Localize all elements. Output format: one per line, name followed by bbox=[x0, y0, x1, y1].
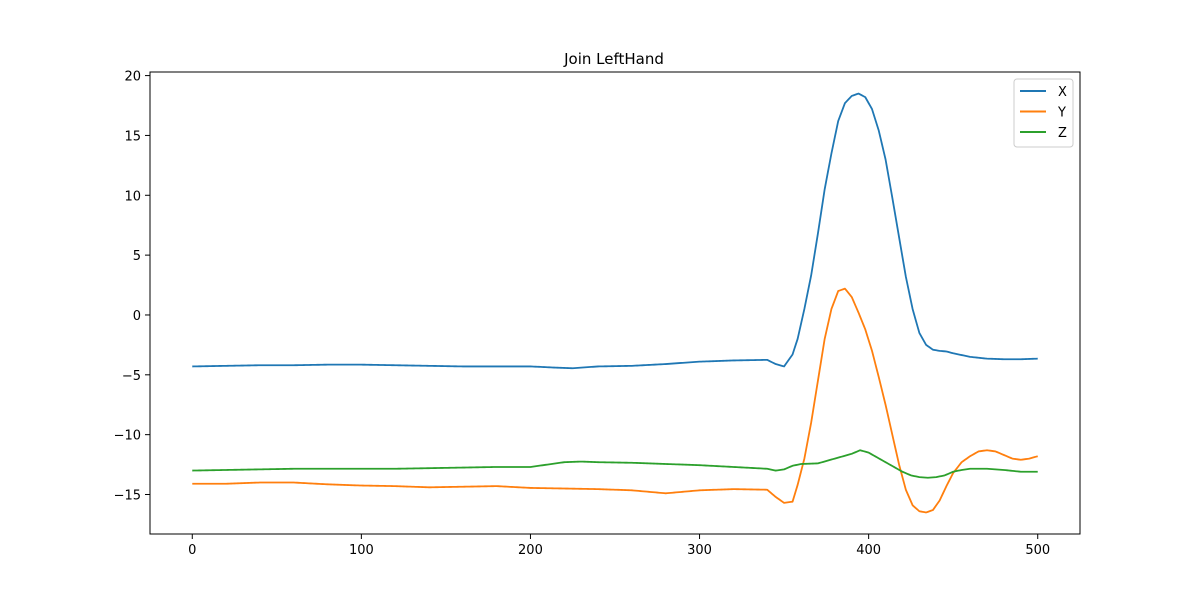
axes-layer: 0 100 200 300 400 500 −15 −10 −5 0 5 10 15 20 bbox=[114, 70, 1081, 558]
series-line-x bbox=[192, 92, 1038, 370]
y-tick-label: 15 bbox=[124, 129, 141, 144]
x-tick-label: 400 bbox=[856, 543, 881, 558]
y-tick-label: −15 bbox=[114, 489, 141, 504]
legend-box bbox=[1013, 78, 1074, 148]
y-tick-label: −5 bbox=[122, 369, 141, 384]
legend-label-y: Y bbox=[1057, 106, 1066, 121]
series-line-z bbox=[192, 449, 1038, 479]
y-tick-label: 20 bbox=[124, 70, 141, 85]
series-layer bbox=[192, 92, 1038, 514]
x-tick-label: 500 bbox=[1025, 543, 1050, 558]
x-tick-label: 100 bbox=[349, 543, 374, 558]
x-tick-label: 300 bbox=[687, 543, 712, 558]
plot-frame bbox=[149, 71, 1081, 535]
y-tick-label: 5 bbox=[133, 249, 141, 264]
legend-label-x: X bbox=[1058, 85, 1067, 100]
x-tick-label: 0 bbox=[188, 543, 196, 558]
legend: XYZ bbox=[1013, 78, 1074, 148]
y-tick-label: −10 bbox=[114, 429, 141, 444]
series-line-y bbox=[192, 287, 1038, 514]
legend-label-z: Z bbox=[1058, 126, 1067, 141]
x-tick-label: 200 bbox=[518, 543, 543, 558]
y-tick-label: 0 bbox=[133, 309, 141, 324]
y-tick-label: 10 bbox=[124, 189, 141, 204]
chart-title: Join LeftHand bbox=[563, 50, 664, 68]
